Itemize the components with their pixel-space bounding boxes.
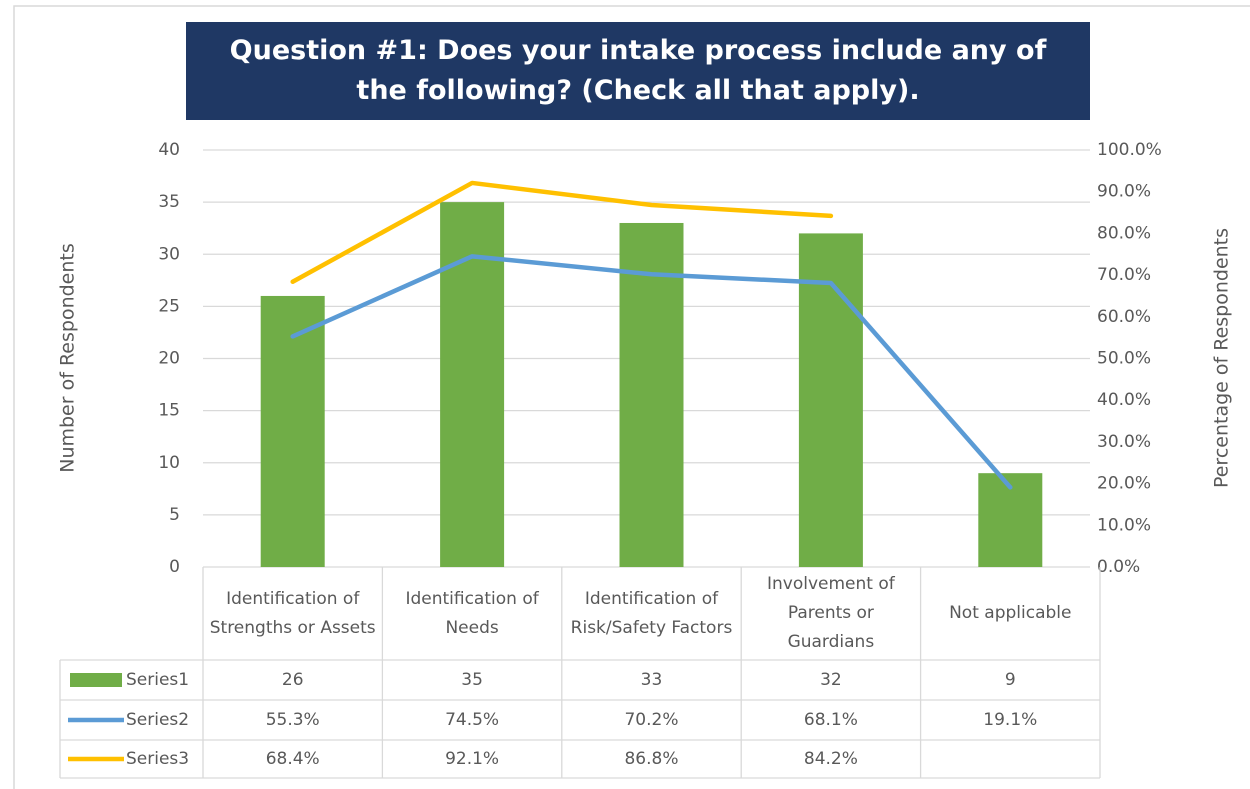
y2-tick-label: 90.0% (1097, 182, 1151, 202)
line-series (290, 180, 834, 285)
y2-tick-label: 70.0% (1097, 265, 1151, 285)
table-value: 92.1% (445, 749, 499, 769)
table-value: 86.8% (624, 749, 678, 769)
y2-tick-label: 40.0% (1097, 390, 1151, 410)
bar (440, 202, 505, 567)
table-value: 74.5% (445, 710, 499, 730)
x-tick-label: Identification of Needs (405, 588, 539, 638)
y-tick-label: 35 (158, 192, 180, 212)
x-tick-label: Not applicable (949, 603, 1072, 623)
y2-tick-label: 30.0% (1097, 432, 1151, 452)
table-value: 32 (820, 670, 842, 690)
legend-label: Series1 (126, 670, 189, 690)
y2-tick-label: 100.0% (1097, 140, 1162, 160)
table-value: 19.1% (983, 710, 1037, 730)
y-tick-label: 0 (169, 557, 180, 577)
chart-frame (13, 5, 1250, 789)
bar (619, 222, 684, 567)
y-tick-label: 30 (158, 244, 180, 264)
bar (798, 233, 863, 567)
y-tick-label: 10 (158, 453, 180, 473)
table-value: 9 (1005, 670, 1016, 690)
table-value: 35 (461, 670, 483, 690)
table-value: 26 (282, 670, 304, 690)
y2-tick-label: 10.0% (1097, 515, 1151, 535)
legend-key (70, 673, 122, 687)
line-series (290, 254, 1013, 490)
chart-title: Question #1: Does your intake process in… (186, 22, 1090, 120)
bar (260, 295, 325, 567)
y-axis-label: Number of Respondents (57, 243, 79, 473)
y2-tick-label: 60.0% (1097, 307, 1151, 327)
table-value: 33 (641, 670, 663, 690)
legend-label: Series3 (126, 749, 189, 769)
y-tick-label: 15 (158, 401, 180, 421)
y-tick-label: 20 (158, 349, 180, 369)
y2-tick-label: 50.0% (1097, 349, 1151, 369)
legend-label: Series2 (126, 710, 189, 730)
table-value: 55.3% (266, 710, 320, 730)
table-value: 84.2% (804, 749, 858, 769)
y2-tick-label: 20.0% (1097, 474, 1151, 494)
y-tick-label: 25 (158, 296, 180, 316)
table-value: 68.4% (266, 749, 320, 769)
table-value: 70.2% (624, 710, 678, 730)
x-tick-label: Involvement of Parents or Guardians (767, 574, 895, 652)
table-value: 68.1% (804, 710, 858, 730)
y-tick-label: 40 (158, 140, 180, 160)
x-tick-label: Identification of Risk/Safety Factors (570, 588, 733, 638)
y2-tick-label: 80.0% (1097, 223, 1151, 243)
y2-axis-label: Percentage of Respondents (1211, 228, 1233, 488)
y2-tick-label: 0.0% (1097, 557, 1140, 577)
x-tick-label: Identification of Strengths or Assets (209, 588, 376, 638)
y-tick-label: 5 (169, 505, 180, 525)
